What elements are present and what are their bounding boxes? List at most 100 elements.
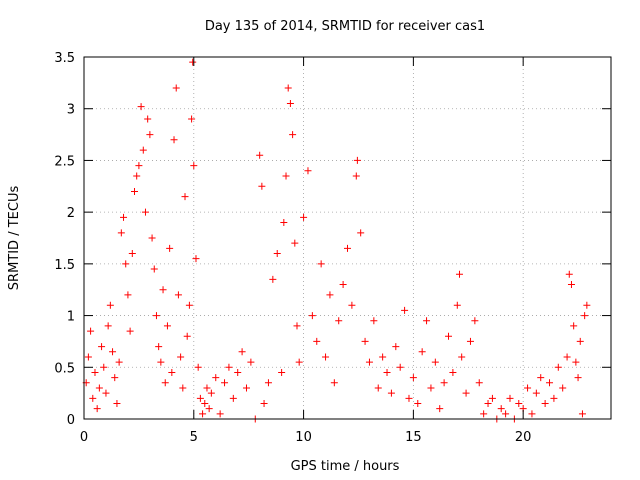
data-point xyxy=(258,182,266,190)
grid-lines xyxy=(84,57,611,419)
data-point xyxy=(126,327,134,335)
data-point xyxy=(201,399,209,407)
data-point xyxy=(161,379,169,387)
data-point xyxy=(440,379,448,387)
data-point xyxy=(383,368,391,376)
data-point xyxy=(300,213,308,221)
data-point xyxy=(135,162,143,170)
data-point xyxy=(256,151,264,159)
data-point xyxy=(455,270,463,278)
data-point xyxy=(122,260,130,268)
data-point xyxy=(308,312,316,320)
data-point xyxy=(291,239,299,247)
data-point xyxy=(326,291,334,299)
data-point xyxy=(185,301,193,309)
data-point xyxy=(330,379,338,387)
data-point xyxy=(166,244,174,252)
data-point xyxy=(93,405,101,413)
data-point xyxy=(379,353,387,361)
data-point xyxy=(565,270,573,278)
data-point xyxy=(115,358,123,366)
data-point xyxy=(574,374,582,382)
data-point xyxy=(117,229,125,237)
data-point xyxy=(247,358,255,366)
data-point xyxy=(353,156,361,164)
data-point xyxy=(524,384,532,392)
data-point xyxy=(578,410,586,418)
data-point xyxy=(414,399,422,407)
x-tick-label: 5 xyxy=(190,430,198,445)
data-point xyxy=(475,379,483,387)
data-point xyxy=(87,327,95,335)
data-point xyxy=(554,363,562,371)
data-point xyxy=(229,394,237,402)
data-point xyxy=(139,146,147,154)
y-tick-label: 0.5 xyxy=(54,361,75,376)
data-point xyxy=(152,312,160,320)
x-tick-label: 0 xyxy=(80,430,88,445)
y-tick-label: 3 xyxy=(67,103,75,118)
y-tick-label: 3.5 xyxy=(54,51,75,66)
data-point xyxy=(157,358,165,366)
data-point xyxy=(128,250,136,258)
data-point xyxy=(89,394,97,402)
data-point xyxy=(541,399,549,407)
data-point xyxy=(462,389,470,397)
data-point xyxy=(104,322,112,330)
data-point xyxy=(189,58,197,66)
data-point xyxy=(361,337,369,345)
data-point xyxy=(155,343,163,351)
data-point xyxy=(537,374,545,382)
data-point xyxy=(401,306,409,314)
data-point xyxy=(100,363,108,371)
data-point xyxy=(409,374,417,382)
data-point xyxy=(480,410,488,418)
data-point xyxy=(550,394,558,402)
data-point xyxy=(124,291,132,299)
data-point xyxy=(559,384,567,392)
data-point xyxy=(423,317,431,325)
data-point xyxy=(427,384,435,392)
data-point xyxy=(203,384,211,392)
data-point xyxy=(192,255,200,263)
data-point xyxy=(179,384,187,392)
data-point xyxy=(515,399,523,407)
data-point xyxy=(188,115,196,123)
y-tick-label: 2.5 xyxy=(54,154,75,169)
data-point xyxy=(234,368,242,376)
data-point xyxy=(418,348,426,356)
x-axis: 0 5 10 15 20 xyxy=(80,57,531,445)
data-point xyxy=(497,405,505,413)
data-point xyxy=(225,363,233,371)
data-point xyxy=(199,410,207,418)
data-point xyxy=(567,281,575,289)
data-point xyxy=(396,363,404,371)
y-tick-label: 2 xyxy=(67,206,75,221)
data-point xyxy=(293,322,301,330)
data-point xyxy=(238,348,246,356)
data-point xyxy=(280,218,288,226)
data-point xyxy=(282,172,290,180)
data-point xyxy=(150,265,158,273)
data-point xyxy=(289,131,297,139)
data-point xyxy=(344,244,351,252)
data-point xyxy=(286,100,294,108)
data-point xyxy=(242,384,250,392)
data-point xyxy=(387,389,395,397)
data-point xyxy=(170,136,178,144)
data-point xyxy=(374,384,382,392)
data-point xyxy=(405,394,413,402)
data-point xyxy=(212,374,220,382)
data-point xyxy=(445,332,453,340)
data-point xyxy=(196,394,204,402)
data-point xyxy=(174,291,182,299)
data-point xyxy=(269,275,277,283)
data-point xyxy=(102,389,110,397)
data-point xyxy=(484,399,492,407)
data-point xyxy=(264,379,272,387)
data-point xyxy=(163,322,171,330)
data-point xyxy=(563,353,571,361)
data-point xyxy=(295,358,303,366)
data-series xyxy=(82,58,591,423)
data-point xyxy=(502,410,510,418)
